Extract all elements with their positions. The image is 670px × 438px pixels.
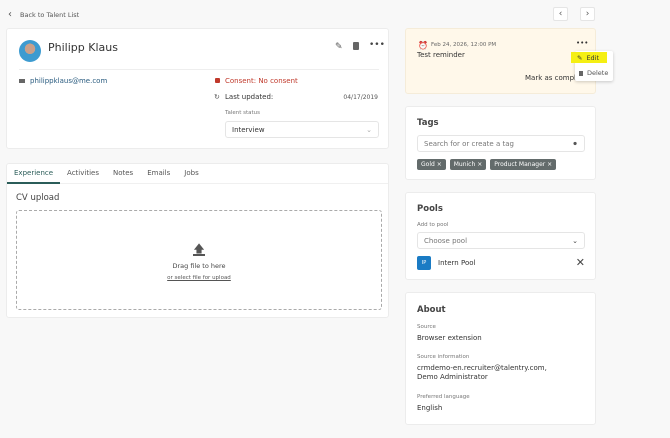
tag-munich[interactable]: Munich × xyxy=(449,159,487,170)
tag-gold[interactable]: Gold × xyxy=(417,159,446,170)
chevron-left-icon: ‹ xyxy=(8,9,12,20)
reminder-more-icon[interactable]: ••• xyxy=(576,39,589,47)
avatar xyxy=(19,40,41,62)
tag-search-input[interactable]: Search for or create a tag ⚫ xyxy=(417,135,585,152)
tabs-card: Experience Activities Notes Emails Jobs CV u… xyxy=(6,163,389,318)
tab-emails[interactable]: Emails xyxy=(147,169,171,177)
trash-icon xyxy=(579,70,583,76)
menu-item-delete[interactable]: Delete xyxy=(579,69,608,77)
about-card: About Source Browser extension Source in… xyxy=(405,292,596,425)
reminder-menu: ✎ Edit Delete xyxy=(571,51,613,81)
talent-status-label: Talent status xyxy=(225,110,261,116)
divider xyxy=(19,69,379,70)
chevron-down-icon: ⌄ xyxy=(572,236,578,245)
tag-icon: ⚫ xyxy=(572,139,578,148)
pencil-icon: ✎ xyxy=(577,53,583,62)
tab-bar: Experience Activities Notes Emails Jobs xyxy=(7,164,388,184)
reminder-card: ⏰ Feb 24, 2026, 12:00 PM Test reminder M… xyxy=(405,28,596,94)
tag-list: Gold × Munich × Product Manager × xyxy=(417,159,560,170)
email-link[interactable]: philippklaus@me.com xyxy=(30,77,108,85)
cv-upload-title: CV upload xyxy=(16,193,60,203)
mail-icon xyxy=(19,79,25,83)
tab-activities[interactable]: Activities xyxy=(67,169,99,177)
tag-product-manager[interactable]: Product Manager × xyxy=(490,159,557,170)
select-file-link[interactable]: or select file for upload xyxy=(167,275,231,281)
profile-name: Philipp Klaus xyxy=(48,41,118,54)
previous-button[interactable]: ‹ xyxy=(553,7,568,21)
pool-item: IP Intern Pool ✕ xyxy=(417,255,585,270)
pool-badge: IP xyxy=(417,255,431,270)
refresh-icon: ↻ xyxy=(214,93,220,101)
upload-icon: 🡅 xyxy=(193,242,205,256)
talent-status-select[interactable]: Interview ⌄ xyxy=(225,121,379,138)
back-link[interactable]: ‹ Back to Talent List xyxy=(8,9,80,20)
tab-notes[interactable]: Notes xyxy=(112,169,134,177)
remove-pool-icon[interactable]: ✕ xyxy=(575,256,585,269)
trash-icon[interactable] xyxy=(353,42,359,50)
last-updated-label: Last updated: xyxy=(225,93,274,101)
lock-icon xyxy=(215,78,220,83)
menu-item-edit[interactable]: ✎ Edit xyxy=(571,52,607,63)
next-button[interactable]: › xyxy=(580,7,595,21)
tab-jobs[interactable]: Jobs xyxy=(184,169,199,177)
last-updated-value: 04/17/2019 xyxy=(343,94,378,101)
mark-complete-button[interactable]: Mark as complete xyxy=(525,74,577,82)
tab-experience[interactable]: Experience xyxy=(7,164,61,184)
tags-card: Tags Search for or create a tag ⚫ Gold ×… xyxy=(405,106,596,180)
choose-pool-select[interactable]: Choose pool ⌄ xyxy=(417,232,585,249)
cv-dropzone[interactable]: 🡅 Drag file to here or select file for u… xyxy=(16,210,382,310)
profile-card: Philipp Klaus ✎ ••• philippklaus@me.com … xyxy=(6,28,389,149)
edit-icon[interactable]: ✎ xyxy=(335,42,343,52)
more-icon[interactable]: ••• xyxy=(369,40,385,50)
chevron-down-icon: ⌄ xyxy=(366,125,372,134)
pools-card: Pools Add to pool Choose pool ⌄ IP Inter… xyxy=(405,192,596,280)
consent-status: Consent: No consent xyxy=(225,77,298,85)
alarm-clock-icon: ⏰ xyxy=(418,41,428,50)
